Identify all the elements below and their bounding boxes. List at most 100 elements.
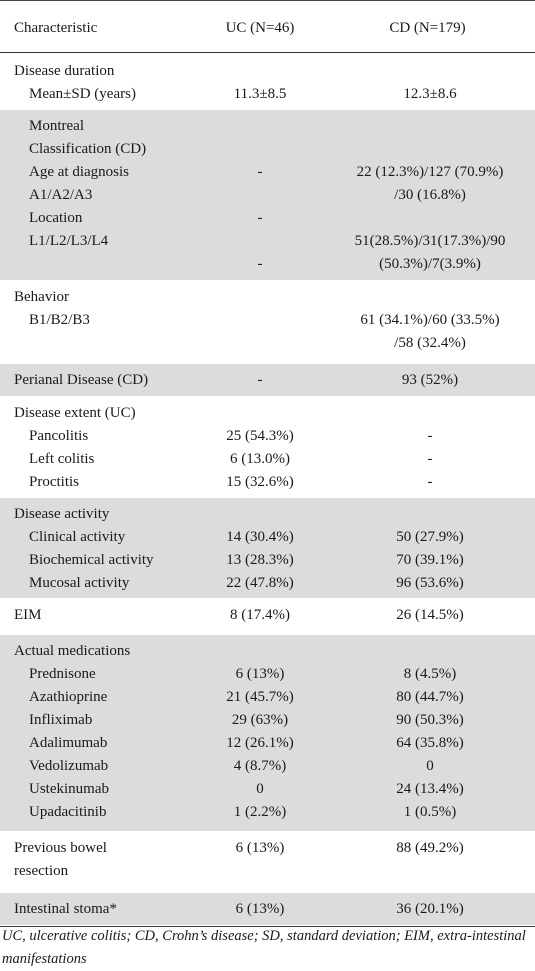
row-label: Infliximab bbox=[29, 712, 93, 728]
uc-value: 8 (17.4%) bbox=[230, 607, 290, 623]
cd-value: 50 (27.9%) bbox=[396, 529, 464, 545]
row-label: Adalimumab bbox=[29, 735, 108, 751]
uc-value: - bbox=[257, 210, 263, 226]
uc-value: 12 (26.1%) bbox=[226, 735, 294, 751]
header-cd: CD (N=179) bbox=[389, 20, 466, 36]
cd-value: /58 (32.4%) bbox=[394, 335, 466, 351]
row-label: Vedolizumab bbox=[29, 758, 109, 774]
table-section: Previous bowel 6 (13%) 88 (49.2%) resection bbox=[0, 832, 535, 893]
cd-value: 8 (4.5%) bbox=[403, 666, 457, 682]
table-section: Disease extent (UC) Pancolitis 25 (54.3%) -… bbox=[0, 397, 535, 498]
table-row: Perianal Disease (CD) - 93 (52%) bbox=[0, 369, 535, 392]
table-row: Mean±SD (years) 11.3±8.5 12.3±8.6 bbox=[0, 83, 535, 106]
cd-value: 90 (50.3%) bbox=[396, 712, 464, 728]
uc-value: 6 (13%) bbox=[235, 840, 285, 856]
cd-value: 93 (52%) bbox=[401, 372, 459, 388]
cd-value: 61 (34.1%)/60 (33.5%) bbox=[360, 312, 500, 328]
row-label: L1/L2/L3/L4 bbox=[29, 233, 109, 249]
uc-value: 6 (13%) bbox=[235, 901, 285, 917]
table-section: EIM 8 (17.4%) 26 (14.5%) bbox=[0, 599, 535, 635]
cd-value: 1 (0.5%) bbox=[403, 804, 457, 820]
cd-value: - bbox=[427, 474, 433, 490]
table-row: A1/A2/A3/30 (16.8%) bbox=[0, 184, 535, 207]
uc-value: 25 (54.3%) bbox=[226, 428, 294, 444]
uc-value: - bbox=[257, 372, 263, 388]
table-row: Mucosal activity 22 (47.8%) 96 (53.6%) bbox=[0, 572, 535, 595]
table-section: Perianal Disease (CD) - 93 (52%) bbox=[0, 364, 535, 397]
table-row: Proctitis 15 (32.6%) - bbox=[0, 471, 535, 494]
uc-value: - bbox=[257, 164, 263, 180]
cd-value: 12.3±8.6 bbox=[403, 86, 457, 102]
cd-value: 51(28.5%)/31(17.3%)/90 bbox=[354, 233, 506, 249]
row-label: Disease duration bbox=[14, 63, 115, 79]
table-row: - (50.3%)/7(3.9%) bbox=[0, 253, 535, 276]
row-label: Mean±SD (years) bbox=[29, 86, 136, 102]
cd-value: 36 (20.1%) bbox=[396, 901, 464, 917]
row-label: Mucosal activity bbox=[29, 575, 130, 591]
uc-value: 15 (32.6%) bbox=[226, 474, 294, 490]
row-label: Left colitis bbox=[29, 451, 95, 467]
uc-value: 6 (13.0%) bbox=[230, 451, 290, 467]
table-row: Prednisone 6 (13%) 8 (4.5%) bbox=[0, 663, 535, 686]
table-row: Upadacitinib 1 (2.2%) 1 (0.5%) bbox=[0, 801, 535, 824]
table-row: Actual medications bbox=[0, 640, 535, 663]
table-row: L1/L2/L3/L4 51(28.5%)/31(17.3%)/90 bbox=[0, 230, 535, 253]
table-row: Adalimumab 12 (26.1%) 64 (35.8%) bbox=[0, 732, 535, 755]
row-label: Location bbox=[29, 210, 83, 226]
row-label: Azathioprine bbox=[29, 689, 108, 705]
table-row: resection bbox=[0, 860, 535, 883]
table-row: Infliximab 29 (63%) 90 (50.3%) bbox=[0, 709, 535, 732]
row-label: Ustekinumab bbox=[29, 781, 109, 797]
cd-value: 70 (39.1%) bbox=[396, 552, 464, 568]
table-section: Disease activity Clinical activity 14 (30.… bbox=[0, 498, 535, 599]
cd-value: 64 (35.8%) bbox=[396, 735, 464, 751]
uc-value: 1 (2.2%) bbox=[233, 804, 287, 820]
row-label: Actual medications bbox=[14, 643, 131, 659]
table-section: Montreal Classification (CD) Age at diagno… bbox=[0, 110, 535, 281]
table-row: Previous bowel 6 (13%) 88 (49.2%) bbox=[0, 837, 535, 860]
uc-value: 13 (28.3%) bbox=[226, 552, 294, 568]
table-footnote: UC, ulcerative colitis; CD, Crohn’s dise… bbox=[2, 928, 526, 967]
table-section: Behavior B1/B2/B3 61 (34.1%)/60 (33.5%) /58… bbox=[0, 281, 535, 364]
bottom-rule bbox=[0, 926, 535, 927]
row-label: Classification (CD) bbox=[29, 141, 147, 157]
table-row: Vedolizumab 4 (8.7%) 0 bbox=[0, 755, 535, 778]
row-label: Behavior bbox=[14, 289, 69, 305]
row-label: Disease extent (UC) bbox=[14, 405, 136, 421]
uc-value: - bbox=[257, 256, 263, 272]
table-section: Actual medications Prednisone 6 (13%) 8 (4.… bbox=[0, 635, 535, 832]
table-row: Location - bbox=[0, 207, 535, 230]
row-label: Biochemical activity bbox=[29, 552, 154, 568]
table-row: Disease activity bbox=[0, 503, 535, 526]
table-row: Montreal bbox=[0, 115, 535, 138]
row-label: Montreal bbox=[29, 118, 84, 134]
row-label: Clinical activity bbox=[29, 529, 126, 545]
header-uc: UC (N=46) bbox=[225, 20, 295, 36]
table-section: Intestinal stoma* 6 (13%) 36 (20.1%) bbox=[0, 893, 535, 926]
row-label: Disease activity bbox=[14, 506, 110, 522]
top-rule bbox=[0, 0, 535, 1]
table-header: Characteristic UC (N=46) CD (N=179) bbox=[0, 6, 535, 53]
table-row: EIM 8 (17.4%) 26 (14.5%) bbox=[0, 604, 535, 627]
row-label: resection bbox=[14, 863, 69, 879]
uc-value: 11.3±8.5 bbox=[233, 86, 287, 102]
row-label: Intestinal stoma* bbox=[14, 901, 117, 917]
table-row: Classification (CD) bbox=[0, 138, 535, 161]
table-row: Disease extent (UC) bbox=[0, 402, 535, 425]
row-label: B1/B2/B3 bbox=[29, 312, 90, 328]
uc-value: 29 (63%) bbox=[231, 712, 289, 728]
uc-value: 21 (45.7%) bbox=[226, 689, 294, 705]
row-label: Previous bowel bbox=[14, 840, 107, 856]
uc-value: 22 (47.8%) bbox=[226, 575, 294, 591]
row-label: EIM bbox=[14, 607, 42, 623]
table-row: Disease duration bbox=[0, 60, 535, 83]
cd-value: 26 (14.5%) bbox=[396, 607, 464, 623]
row-label: Age at diagnosis bbox=[29, 164, 129, 180]
table-row: Intestinal stoma* 6 (13%) 36 (20.1%) bbox=[0, 898, 535, 921]
cd-value: - bbox=[427, 451, 433, 467]
row-label: Proctitis bbox=[29, 474, 80, 490]
table-row: Biochemical activity 13 (28.3%) 70 (39.1%) bbox=[0, 549, 535, 572]
cd-value: 80 (44.7%) bbox=[396, 689, 464, 705]
table-row: Azathioprine 21 (45.7%) 80 (44.7%) bbox=[0, 686, 535, 709]
